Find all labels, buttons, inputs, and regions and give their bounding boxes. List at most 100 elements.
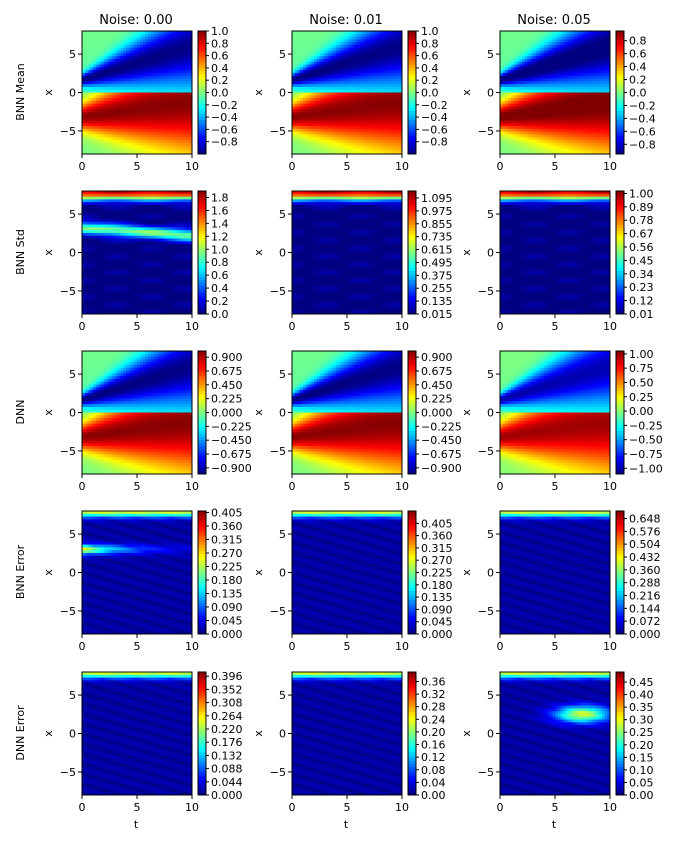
heatmap-cell (148, 98, 151, 101)
heatmap-cell (115, 134, 118, 137)
heatmap-cell (96, 67, 99, 70)
heatmap-cell (121, 109, 124, 112)
heatmap-cell (118, 126, 121, 129)
heatmap-cell (110, 53, 113, 56)
heatmap-cell (129, 109, 132, 112)
heatmap-cell (123, 53, 126, 56)
heatmap-cell (170, 48, 173, 51)
heatmap-cell (132, 143, 135, 146)
heatmap-cell (167, 45, 170, 48)
heatmap-cell (143, 90, 146, 93)
heatmap-cell (159, 59, 162, 62)
heatmap-cell (112, 39, 115, 42)
heatmap-cell (129, 112, 132, 115)
heatmap-cell (148, 53, 151, 56)
heatmap-cell (132, 76, 135, 79)
heatmap-cell (85, 148, 88, 151)
heatmap-cell (140, 140, 143, 143)
heatmap-cell (151, 67, 154, 70)
heatmap-cell (85, 120, 88, 123)
heatmap-cell (151, 132, 154, 135)
heatmap-cell (121, 98, 124, 101)
heatmap-cell (121, 115, 124, 118)
heatmap-cell (167, 115, 170, 118)
heatmap-cell (107, 123, 110, 126)
heatmap-cell (112, 109, 115, 112)
heatmap-cell (162, 146, 165, 149)
heatmap-cell (156, 126, 159, 129)
heatmap-cell (96, 120, 99, 123)
heatmap-cell (107, 79, 110, 82)
heatmap-cell (118, 87, 121, 90)
heatmap-cell (159, 115, 162, 118)
heatmap-cell (99, 146, 102, 149)
heatmap-cell (121, 45, 124, 48)
heatmap-cell (107, 95, 110, 98)
heatmap-cell (99, 134, 102, 137)
heatmap-cell (156, 53, 159, 56)
heatmap-cell (96, 70, 99, 73)
heatmap-cell (143, 129, 146, 132)
heatmap-cell (96, 37, 99, 40)
heatmap-cell (140, 148, 143, 151)
heatmap-cell (101, 143, 104, 146)
heatmap-cell (165, 48, 168, 51)
heatmap-cell (134, 106, 137, 109)
heatmap-cell (99, 104, 102, 107)
heatmap-cell (151, 65, 154, 68)
heatmap-cell (110, 112, 113, 115)
heatmap-cell (137, 37, 140, 40)
heatmap-cell (154, 126, 157, 129)
heatmap-cell (132, 81, 135, 84)
heatmap-cell (104, 73, 107, 76)
heatmap-cell (110, 98, 113, 101)
heatmap-cell (140, 146, 143, 149)
heatmap-cell (115, 112, 118, 115)
heatmap-cell (145, 79, 148, 82)
heatmap-cell (123, 106, 126, 109)
heatmap-cell (151, 34, 154, 37)
heatmap-cell (148, 65, 151, 68)
heatmap-cell (126, 84, 129, 87)
heatmap-cell (132, 129, 135, 132)
heatmap-cell (115, 67, 118, 70)
heatmap-cell (99, 109, 102, 112)
heatmap-cell (104, 143, 107, 146)
heatmap-cell (148, 109, 151, 112)
heatmap-cell (110, 146, 113, 149)
heatmap-cell (101, 65, 104, 68)
heatmap-cell (90, 93, 93, 96)
heatmap-cell (132, 95, 135, 98)
heatmap-cell (167, 148, 170, 151)
heatmap-cell (90, 84, 93, 87)
heatmap-cell (148, 120, 151, 123)
heatmap-cell (126, 109, 129, 112)
heatmap-cell (107, 101, 110, 104)
heatmap-cell (112, 137, 115, 140)
heatmap-cell (132, 98, 135, 101)
heatmap-cell (118, 140, 121, 143)
heatmap-cell (148, 106, 151, 109)
heatmap-cell (90, 45, 93, 48)
heatmap-cell (137, 146, 140, 149)
heatmap-cell (96, 59, 99, 62)
heatmap-cell (93, 45, 96, 48)
heatmap-cell (154, 81, 157, 84)
heatmap-cell (129, 45, 132, 48)
heatmap-cell (156, 67, 159, 70)
heatmap-cell (140, 45, 143, 48)
heatmap-cell (104, 109, 107, 112)
heatmap-cell (99, 65, 102, 68)
heatmap-cell (132, 115, 135, 118)
heatmap-cell (107, 62, 110, 65)
heatmap-cell (85, 112, 88, 115)
heatmap-cell (167, 59, 170, 62)
heatmap-cell (118, 42, 121, 45)
heatmap-cell (162, 45, 165, 48)
heatmap-cell (118, 51, 121, 54)
heatmap-cell (104, 56, 107, 59)
heatmap-cell (134, 123, 137, 126)
heatmap-cell (132, 62, 135, 65)
heatmap-cell (101, 115, 104, 118)
heatmap-cell (154, 93, 157, 96)
